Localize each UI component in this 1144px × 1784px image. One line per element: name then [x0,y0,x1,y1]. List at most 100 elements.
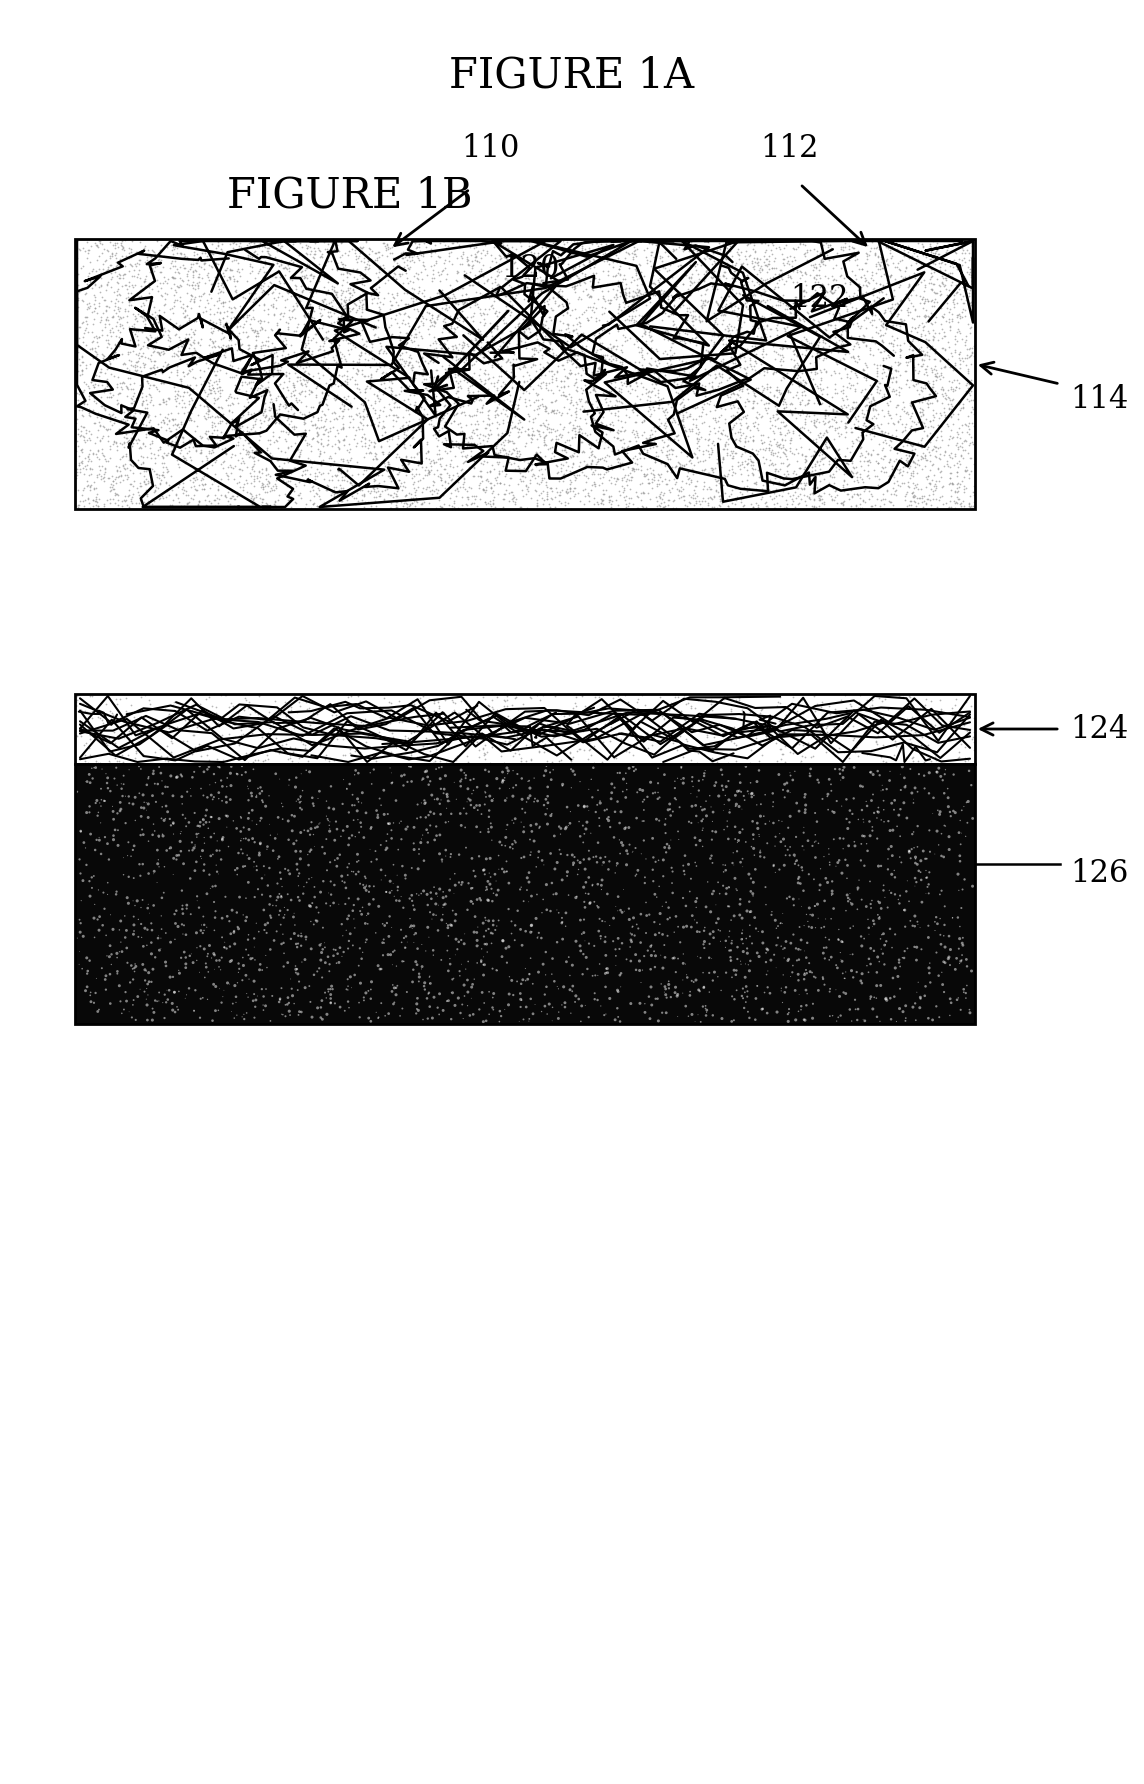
Point [470,885,488,913]
Point [165,241,183,269]
Point [397,346,415,375]
Point [109,721,127,749]
Point [476,230,494,259]
Point [403,855,421,883]
Point [716,421,734,450]
Point [789,305,808,334]
Point [794,366,812,394]
Point [880,343,898,371]
Point [352,432,371,460]
Point [483,712,501,740]
Point [198,446,216,475]
Point [485,234,503,262]
Point [706,382,724,410]
Point [670,250,689,278]
Point [370,337,388,366]
Point [947,278,966,307]
Point [479,332,498,360]
Point [754,382,772,410]
Point [569,285,587,314]
Point [162,359,181,387]
Point [166,382,184,410]
Point [113,368,132,396]
Point [502,967,521,995]
Point [955,792,974,821]
Point [224,692,243,721]
Point [347,416,365,444]
Point [747,489,765,517]
Point [515,319,533,348]
Point [582,455,601,483]
Point [896,912,914,940]
Point [582,282,601,310]
Point [412,803,430,831]
Point [196,462,214,491]
Point [287,275,305,303]
Point [763,448,781,476]
Point [275,466,293,494]
Point [597,942,615,970]
Point [350,375,368,403]
Point [303,243,321,271]
Point [717,264,736,293]
Point [586,985,604,1013]
Point [421,767,439,796]
Point [223,476,241,505]
Point [706,360,724,389]
Point [843,371,861,400]
Point [190,958,208,987]
Point [789,332,808,360]
Point [550,346,569,375]
Point [890,273,908,301]
Point [428,278,446,307]
Point [71,457,89,485]
Point [111,457,129,485]
Point [328,815,347,844]
Point [942,401,960,430]
Point [611,703,629,731]
Point [106,252,125,280]
Point [737,428,755,457]
Point [673,730,691,758]
Point [415,692,434,721]
Point [212,289,230,318]
Point [657,268,675,296]
Point [271,985,289,1013]
Point [730,426,748,455]
Point [102,469,120,498]
Point [71,351,89,380]
Point [119,298,137,326]
Point [97,760,116,789]
Point [136,967,154,995]
Point [448,227,467,255]
Point [554,293,572,321]
Point [230,915,248,944]
Point [850,314,868,343]
Point [883,248,901,277]
Point [208,298,227,326]
Point [200,931,219,960]
Point [388,244,406,273]
Point [942,312,960,341]
Point [539,810,557,838]
Point [744,246,762,275]
Point [355,307,373,335]
Point [209,373,228,401]
Point [334,938,352,967]
Point [543,335,562,364]
Point [200,366,219,394]
Point [771,689,789,717]
Point [492,337,510,366]
Point [742,458,761,487]
Point [915,312,934,341]
Point [912,351,930,380]
Point [674,316,692,344]
Point [673,389,691,417]
Point [635,462,653,491]
Point [626,423,644,451]
Point [559,371,578,400]
Point [844,724,863,753]
Point [666,355,684,384]
Point [442,1004,460,1033]
Point [696,280,714,309]
